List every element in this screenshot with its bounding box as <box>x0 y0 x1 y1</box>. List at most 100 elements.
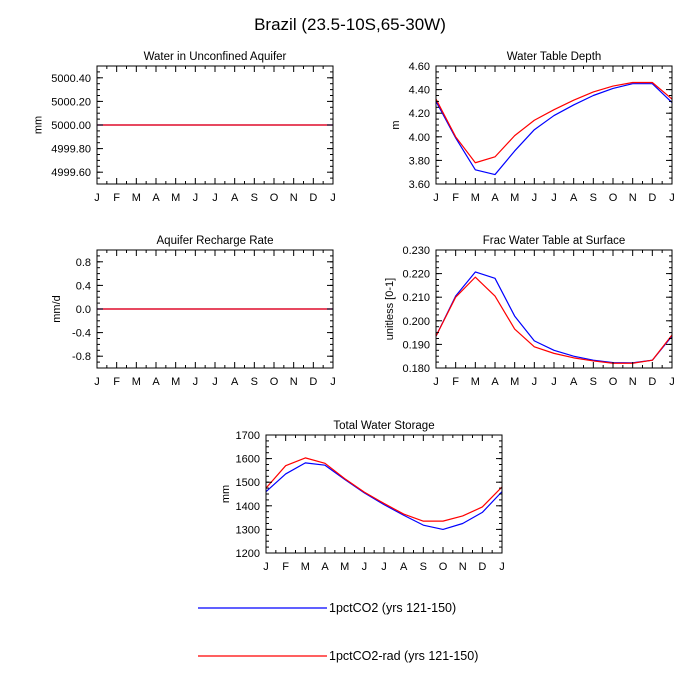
chart-title: Water Table Depth <box>507 51 602 63</box>
x-tick-label: J <box>381 561 387 573</box>
x-tick-label: J <box>551 376 557 388</box>
x-tick-label: J <box>330 376 336 388</box>
y-tick-label: 1500 <box>236 477 260 489</box>
x-tick-label: J <box>532 192 538 204</box>
x-tick-label: F <box>452 376 459 388</box>
x-tick-label: F <box>282 561 289 573</box>
y-tick-label: 5000.20 <box>51 96 91 108</box>
y-tick-label: 4.60 <box>409 61 430 73</box>
x-tick-label: J <box>669 192 675 204</box>
y-tick-label: 0.180 <box>402 363 430 375</box>
x-tick-label: J <box>330 192 336 204</box>
x-tick-label: M <box>171 376 180 388</box>
x-tick-label: A <box>152 376 160 388</box>
y-tick-label: 3.80 <box>409 155 430 167</box>
chart-title: Water in Unconfined Aquifer <box>144 51 287 63</box>
x-tick-label: J <box>669 376 675 388</box>
x-tick-label: J <box>193 192 199 204</box>
y-tick-label: 1700 <box>236 430 260 442</box>
x-tick-label: D <box>648 192 656 204</box>
x-tick-label: N <box>629 192 637 204</box>
x-tick-label: D <box>309 376 317 388</box>
y-tick-label: 1200 <box>236 548 260 560</box>
x-tick-label: J <box>433 192 439 204</box>
x-tick-label: A <box>231 192 239 204</box>
y-tick-label: 1600 <box>236 454 260 466</box>
y-tick-label: 0.4 <box>76 280 91 292</box>
y-tick-label: 1400 <box>236 501 260 513</box>
x-tick-label: S <box>590 376 597 388</box>
y-tick-label: 4.20 <box>409 108 430 120</box>
y-tick-label: 0.190 <box>402 339 430 351</box>
x-tick-label: A <box>570 192 578 204</box>
legend-label: 1pctCO2 (yrs 121-150) <box>329 601 456 615</box>
y-tick-label: 0.210 <box>402 292 430 304</box>
x-tick-label: A <box>231 376 239 388</box>
series-line-1pctco2-rad <box>265 457 503 522</box>
y-tick-label: 4.00 <box>409 132 430 144</box>
y-tick-label: 1300 <box>236 524 260 536</box>
x-tick-label: J <box>212 376 218 388</box>
y-axis-label: m <box>390 120 402 129</box>
y-tick-label: 0.220 <box>402 269 430 281</box>
legend-label: 1pctCO2-rad (yrs 121-150) <box>329 649 478 663</box>
x-tick-label: M <box>132 376 141 388</box>
x-tick-label: S <box>251 192 258 204</box>
y-tick-label: 5000.00 <box>51 120 91 132</box>
y-tick-label: 4.40 <box>409 85 430 97</box>
x-tick-label: N <box>290 192 298 204</box>
legend: 1pctCO2 (yrs 121-150) 1pctCO2-rad (yrs 12… <box>198 601 478 663</box>
x-tick-label: A <box>321 561 329 573</box>
x-tick-label: F <box>113 192 120 204</box>
x-tick-label: F <box>452 192 459 204</box>
x-tick-label: J <box>94 192 100 204</box>
chart-title: Frac Water Table at Surface <box>483 235 626 247</box>
chart-title: Total Water Storage <box>333 420 434 432</box>
y-axis-label: mm <box>33 116 45 134</box>
plot-frame <box>265 434 503 554</box>
y-tick-label: 4999.60 <box>51 167 91 179</box>
y-tick-label: 5000.40 <box>51 73 91 85</box>
x-tick-label: O <box>609 192 618 204</box>
chart-title: Aquifer Recharge Rate <box>157 235 274 247</box>
x-tick-label: A <box>400 561 408 573</box>
y-tick-label: 0.230 <box>402 245 430 257</box>
series-line-1pctco2 <box>435 83 673 176</box>
y-tick-label: 0.0 <box>76 304 91 316</box>
x-tick-label: J <box>499 561 505 573</box>
x-tick-label: A <box>152 192 160 204</box>
series-line-1pctco2 <box>435 271 673 364</box>
y-axis-label: mm <box>220 485 232 503</box>
x-tick-label: S <box>251 376 258 388</box>
x-tick-label: O <box>270 376 279 388</box>
x-tick-label: F <box>113 376 120 388</box>
x-tick-label: A <box>491 376 499 388</box>
figure-title: Brazil (23.5-10S,65-30W) <box>254 15 446 34</box>
y-tick-label: 3.60 <box>409 179 430 191</box>
x-tick-label: N <box>290 376 298 388</box>
x-tick-label: D <box>648 376 656 388</box>
y-axis-label: mm/d <box>51 295 63 323</box>
x-tick-label: M <box>132 192 141 204</box>
x-tick-label: J <box>433 376 439 388</box>
y-axis-label: unitless [0-1] <box>384 278 396 340</box>
x-tick-label: M <box>471 376 480 388</box>
series-line-1pctco2-rad <box>435 81 673 164</box>
x-tick-label: D <box>478 561 486 573</box>
x-tick-label: N <box>459 561 467 573</box>
series-line-1pctco2 <box>265 462 503 531</box>
x-tick-label: M <box>510 192 519 204</box>
x-tick-label: A <box>570 376 578 388</box>
x-tick-label: M <box>471 192 480 204</box>
y-tick-label: -0.8 <box>72 351 91 363</box>
x-tick-label: O <box>270 192 279 204</box>
legend-item: 1pctCO2 (yrs 121-150) <box>198 601 456 615</box>
x-tick-label: J <box>94 376 100 388</box>
x-tick-label: S <box>590 192 597 204</box>
x-tick-label: J <box>263 561 269 573</box>
x-tick-label: M <box>340 561 349 573</box>
